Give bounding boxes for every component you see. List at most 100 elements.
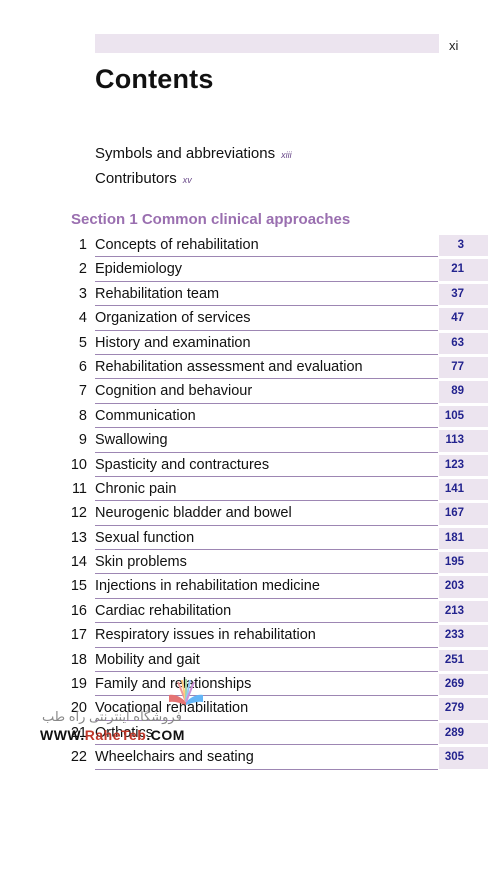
chapter-number: 16 — [70, 602, 87, 619]
chapter-page[interactable]: 195 — [444, 556, 464, 569]
toc-entry[interactable]: 15 Injections in rehabilitation medicine 2… — [0, 574, 488, 599]
page-number-box — [439, 527, 488, 550]
header-bar — [95, 34, 439, 53]
toc-entry[interactable]: 20 Vocational rehabilitation 279 — [0, 696, 488, 721]
page-number-box — [439, 576, 488, 598]
chapter-number: 17 — [70, 627, 87, 644]
toc-front-page: xv — [182, 175, 192, 185]
toc-front-label: Contributors — [95, 170, 177, 187]
chapter-number: 11 — [71, 480, 87, 497]
chapter-number: 19 — [70, 676, 87, 693]
page-number-box — [439, 674, 488, 696]
chapter-page[interactable]: 279 — [444, 702, 464, 715]
chapter-number: 13 — [70, 529, 87, 546]
toc-entry[interactable]: 3 Rehabilitation team 37 — [0, 282, 488, 307]
toc-entry[interactable]: 8 Communication 105 — [0, 404, 488, 429]
watermark-url-brand: RaheTeb — [84, 727, 147, 743]
chapter-number: 3 — [78, 285, 87, 302]
chapter-title: Family and relationships — [95, 676, 252, 693]
chapter-title: Rehabilitation assessment and evaluation — [95, 358, 363, 375]
chapter-page[interactable]: 167 — [444, 507, 464, 520]
toc-entry[interactable]: 17 Respiratory issues in rehabilitation 23… — [0, 623, 488, 648]
chapter-number: 4 — [78, 310, 87, 327]
toc-entry[interactable]: 7 Cognition and behaviour 89 — [0, 379, 488, 404]
chapter-page[interactable]: 37 — [451, 287, 464, 300]
toc-entry[interactable]: 14 Skin problems 195 — [0, 550, 488, 575]
book-logo-icon — [169, 679, 203, 705]
chapter-page[interactable]: 47 — [451, 312, 464, 325]
toc-entry[interactable]: 13 Sexual function 181 — [0, 526, 488, 551]
chapter-number: 21 — [70, 724, 87, 741]
chapter-title: Vocational rehabilitation — [95, 700, 249, 717]
page-number-box — [439, 478, 488, 501]
rule-line — [95, 280, 438, 282]
chapter-title: Injections in rehabilitation medicine — [95, 578, 320, 595]
toc-entry[interactable]: 18 Mobility and gait 251 — [0, 648, 488, 673]
toc-entry[interactable]: 16 Cardiac rehabilitation 213 — [0, 599, 488, 624]
chapter-page[interactable]: 3 — [457, 239, 464, 251]
rule-line — [95, 597, 438, 599]
rule-line — [95, 768, 438, 770]
chapter-page[interactable]: 21 — [451, 263, 464, 276]
chapter-title: Chronic pain — [95, 480, 177, 497]
rule-line — [95, 256, 438, 258]
toc-entry[interactable]: 21 Orthotics 289 — [0, 721, 488, 746]
toc-entry[interactable]: 9 Swallowing 113 — [0, 428, 488, 453]
chapter-page[interactable]: 181 — [444, 531, 464, 544]
page-number-box — [439, 747, 488, 769]
toc-front-page: xiii — [281, 150, 292, 160]
toc-entry[interactable]: 12 Neurogenic bladder and bowel 167 — [0, 501, 488, 526]
toc-front-label: Symbols and abbreviations — [95, 145, 276, 162]
toc-entry[interactable]: 11 Chronic pain 141 — [0, 477, 488, 502]
chapter-title: Mobility and gait — [95, 651, 200, 668]
chapter-page[interactable]: 113 — [445, 434, 464, 447]
watermark-url-suffix: .COM — [146, 727, 185, 743]
page-number-box — [439, 235, 488, 257]
toc-entry[interactable]: 4 Organization of services 47 — [0, 306, 488, 331]
chapter-page[interactable]: 233 — [444, 629, 464, 642]
toc-front-item-contributors[interactable]: Contributors xv — [95, 170, 192, 187]
rule-line — [95, 329, 438, 331]
page-number-box — [439, 552, 488, 574]
chapter-page[interactable]: 141 — [444, 482, 464, 495]
chapter-page[interactable]: 251 — [444, 653, 464, 666]
chapter-page[interactable]: 289 — [444, 726, 464, 739]
chapter-title: History and examination — [95, 334, 251, 351]
rule-line — [95, 573, 438, 575]
toc-entry[interactable]: 2 Epidemiology 21 — [0, 257, 488, 282]
toc-entry[interactable]: 5 History and examination 63 — [0, 331, 488, 355]
toc-entry[interactable]: 1 Concepts of rehabilitation 3 — [0, 233, 488, 258]
chapter-page[interactable]: 123 — [444, 458, 464, 471]
page-number-box — [439, 259, 488, 281]
rule-line — [95, 695, 438, 697]
section-heading: Section 1 Common clinical approaches — [71, 211, 351, 228]
toc-entry[interactable]: 6 Rehabilitation assessment and evaluatio… — [0, 355, 488, 380]
chapter-number: 5 — [78, 334, 87, 351]
chapter-page[interactable]: 105 — [444, 409, 464, 422]
chapter-page[interactable]: 77 — [451, 360, 464, 373]
toc-entry[interactable]: 22 Wheelchairs and seating 305 — [0, 745, 488, 770]
chapter-number: 2 — [78, 261, 87, 278]
page-number-box — [439, 698, 488, 720]
chapter-title: Epidemiology — [95, 261, 183, 278]
rule-line — [95, 305, 438, 307]
chapter-page[interactable]: 213 — [444, 604, 464, 617]
toc-entry[interactable]: 19 Family and relationships 269 — [0, 672, 488, 697]
chapter-title: Spasticity and contractures — [95, 456, 270, 473]
chapter-number: 12 — [70, 505, 87, 522]
rule-line — [95, 475, 438, 477]
chapter-number: 1 — [78, 237, 87, 253]
rule-line — [95, 622, 438, 624]
chapter-page[interactable]: 269 — [444, 678, 464, 691]
rule-line — [95, 719, 438, 721]
watermark-url-prefix: WWW. — [40, 727, 85, 743]
chapter-page[interactable]: 203 — [444, 580, 464, 593]
page-number-box — [439, 503, 488, 525]
chapter-page[interactable]: 63 — [451, 336, 464, 349]
toc-front-item-symbols[interactable]: Symbols and abbreviations xiii — [95, 145, 292, 162]
toc-entry[interactable]: 10 Spasticity and contractures 123 — [0, 453, 488, 477]
page-number-box — [439, 332, 488, 354]
chapter-page[interactable]: 89 — [451, 385, 464, 398]
chapter-page[interactable]: 305 — [444, 751, 464, 764]
rule-line — [95, 427, 438, 429]
